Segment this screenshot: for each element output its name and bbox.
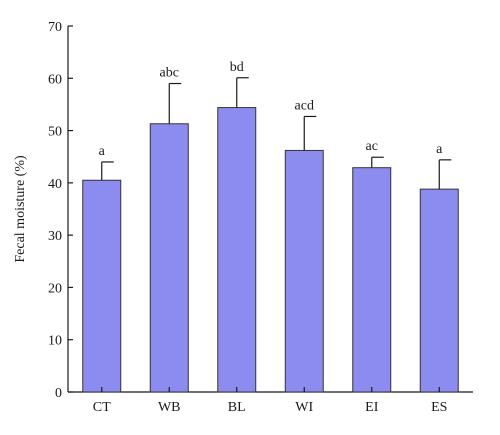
bar-wi [284,149,324,393]
bar-ct [82,179,122,393]
y-tick-label: 50 [48,125,62,140]
y-tick-label: 10 [48,334,62,349]
significance-label-bl: bd [230,60,244,75]
x-tick-label-bl: BL [228,400,246,415]
significance-label-wb: abc [160,66,179,81]
x-tick-label-wi: WI [295,400,313,415]
bar-wb [149,123,189,393]
y-axis-ticks: 0 10 20 30 40 50 60 70 [48,20,73,401]
significance-label-ct: a [99,144,106,159]
y-tick-label: 40 [48,177,62,192]
y-tick-label: 20 [48,281,62,296]
x-tick-label-es: ES [431,400,447,415]
y-tick-label: 60 [48,72,62,87]
bars: a abc bd acd ac a [82,60,459,393]
bar-es [419,188,459,393]
significance-label-ei: ac [366,139,378,154]
x-tick-label-wb: WB [158,400,181,415]
axes [67,26,473,393]
bar-ei [352,167,392,393]
bar-bl [217,107,257,393]
y-axis-title: Fecal moisture (%) [13,155,28,263]
significance-label-es: a [436,142,443,157]
x-tick-label-ct: CT [93,400,111,415]
significance-label-wi: acd [295,98,314,113]
y-tick-label: 30 [48,229,62,244]
x-tick-label-ei: EI [365,400,379,415]
y-tick-label: 70 [48,20,62,35]
x-axis-tick-labels: CT WB BL WI EI ES [93,387,447,415]
y-tick-label: 0 [55,386,62,401]
